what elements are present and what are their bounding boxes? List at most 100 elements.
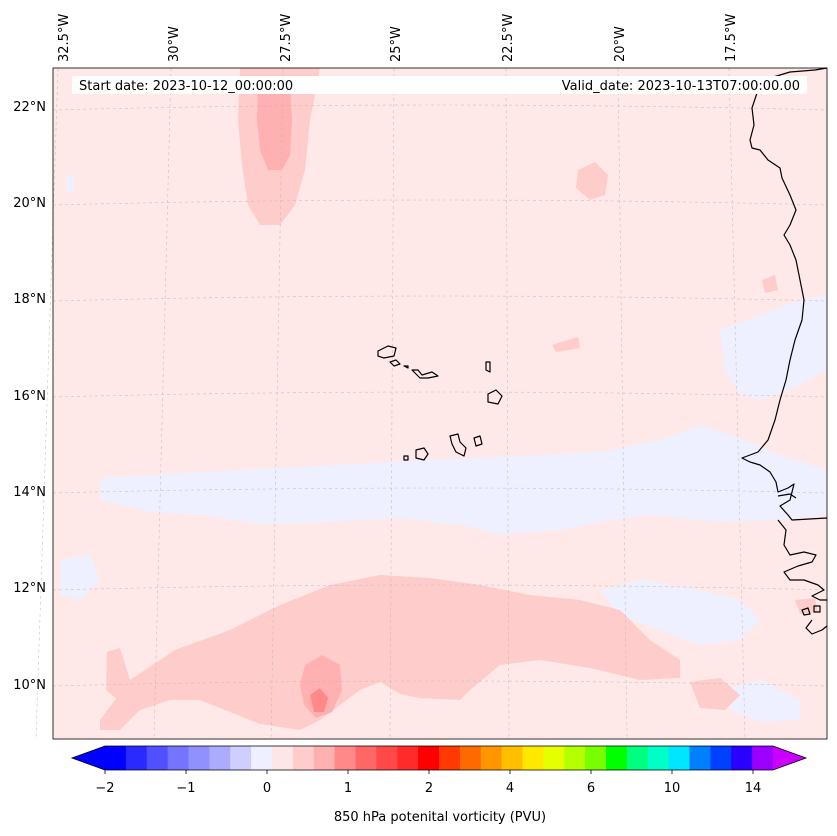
colorbar-tick-label: −2: [95, 781, 114, 796]
island-brava: [403, 455, 409, 461]
parallel-16n: [52, 391, 828, 398]
island-sao-nicolau: [411, 369, 439, 379]
valid-date-label: Valid_date: 2023-10-13T07:00:00.00: [562, 79, 800, 94]
meridian-32-5w: [35, 67, 59, 740]
colorbar-cell: [480, 746, 503, 770]
colorbar-cell: [459, 746, 482, 770]
coast-gambia: [777, 493, 797, 499]
colorbar-cell: [272, 746, 294, 770]
lat-label: 16°N: [13, 389, 46, 404]
positive-blob-mid: [552, 337, 580, 352]
island-maio: [473, 435, 483, 447]
parallel-18n: [52, 295, 828, 302]
negative-patch-sw: [60, 555, 100, 600]
colorbar-cell: [689, 746, 711, 770]
meridian-25w: [389, 67, 395, 740]
colorbar-cell: [146, 746, 169, 770]
island-sal: [485, 361, 491, 373]
colorbar-cell: [522, 746, 544, 770]
colorbar-cell: [731, 746, 753, 770]
lon-label: 32.5°W: [57, 14, 72, 62]
coast-bijagos-2: [801, 607, 811, 616]
colorbar-cell: [752, 746, 774, 770]
lat-label: 22°N: [13, 100, 46, 115]
island-santiago: [449, 433, 467, 457]
pv-field-positive-high: [310, 688, 328, 712]
meridian-17-5w: [728, 67, 746, 740]
colorbar-cell: [606, 746, 628, 770]
island-boa-vista: [487, 389, 503, 405]
lon-label: 27.5°W: [279, 14, 294, 62]
colorbar-tick-label: 14: [745, 781, 762, 796]
colorbar-cell: [397, 746, 419, 770]
colorbar-cell: [585, 746, 607, 770]
colorbar-tick-label: 10: [664, 781, 681, 796]
pv-field-negative: [60, 175, 827, 722]
colorbar-tick-label: 0: [263, 781, 271, 796]
colorbar-cell: [439, 746, 461, 770]
lon-label: 17.5°W: [724, 14, 739, 62]
meridian-20w: [617, 67, 628, 740]
parallel-14n: [52, 487, 828, 494]
positive-patch-se: [690, 678, 740, 710]
positive-blob-east: [762, 275, 778, 293]
colorbar-cell: [230, 746, 252, 770]
colorbar-ticks: [104, 770, 754, 774]
colorbar-cell: [313, 746, 336, 770]
colorbar-cell: [668, 746, 690, 770]
colorbar-cell: [564, 746, 586, 770]
lat-label: 10°N: [13, 678, 46, 693]
map-panel: Start date: 2023-10-12_00:00:00 Valid_da…: [35, 67, 828, 740]
negative-band-main: [100, 425, 827, 535]
meridian-27-5w: [270, 67, 284, 740]
colorbar-title: 850 hPa potenital vorticity (PVU): [334, 810, 546, 825]
colorbar-tick-label: 6: [587, 781, 595, 796]
parallel-20n: [52, 199, 828, 206]
positive-band-south: [100, 575, 680, 730]
colorbar-cell: [251, 746, 273, 770]
latitude-labels: 22°N 20°N 18°N 16°N 14°N 12°N 10°N: [13, 100, 46, 693]
lat-label: 20°N: [13, 196, 46, 211]
meridian-30w: [153, 67, 172, 740]
lat-label: 18°N: [13, 292, 46, 307]
colorbar-cell: [188, 746, 210, 770]
colorbar-tick-label: 4: [506, 781, 514, 796]
positive-patch-coast: [795, 598, 818, 614]
gridlines: [35, 67, 828, 740]
colorbar-tick-label: 1: [344, 781, 352, 796]
colorbar-cell: [334, 746, 356, 770]
island-fogo: [415, 447, 429, 461]
colorbar-cell: [125, 746, 148, 770]
lon-label: 25°W: [389, 26, 404, 62]
colorbar-cell: [710, 746, 732, 770]
negative-patch-se2: [720, 680, 800, 722]
colorbar-cell: [647, 746, 670, 770]
colorbar-cells: [105, 746, 774, 770]
colorbar-tick-label: 2: [425, 781, 433, 796]
lon-label: 30°W: [167, 26, 182, 62]
longitude-labels: 32.5°W 30°W 27.5°W 25°W 22.5°W 20°W 17.5…: [57, 14, 739, 62]
coastlines: [741, 67, 828, 635]
negative-patch-se: [600, 580, 760, 645]
parallel-22n: [52, 104, 828, 111]
meridian-22-5w: [505, 67, 510, 740]
colorbar-under-arrow: [72, 746, 105, 770]
colorbar-cell: [209, 746, 231, 770]
map-frame: [52, 67, 828, 740]
cape-verde-islands: [377, 345, 503, 461]
island-sao-vicente: [389, 359, 401, 367]
lat-label: 14°N: [13, 485, 46, 500]
colorbar-cell: [626, 746, 649, 770]
lat-label: 12°N: [13, 581, 46, 596]
colorbar-tick-label: −1: [176, 781, 195, 796]
vortex-core-south: [300, 655, 342, 718]
colorbar-cell: [167, 746, 189, 770]
positive-patch-sw: [106, 648, 130, 700]
lon-label: 20°W: [613, 26, 628, 62]
colorbar-cell: [418, 746, 440, 770]
negative-band-east: [720, 295, 827, 400]
vortex-max-south: [310, 688, 328, 712]
negative-patch-nw: [66, 175, 74, 192]
island-santo-antao: [377, 345, 397, 359]
